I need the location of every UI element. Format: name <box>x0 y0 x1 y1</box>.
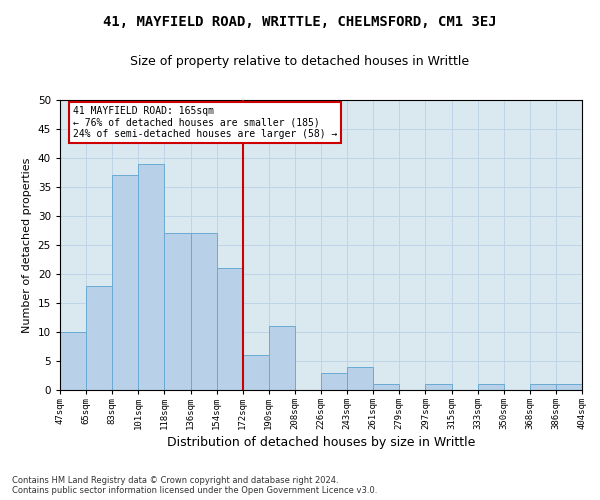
X-axis label: Distribution of detached houses by size in Writtle: Distribution of detached houses by size … <box>167 436 475 449</box>
Bar <box>60 332 86 390</box>
Bar <box>112 176 139 390</box>
Text: Contains HM Land Registry data © Crown copyright and database right 2024.
Contai: Contains HM Land Registry data © Crown c… <box>12 476 377 495</box>
Bar <box>478 384 504 390</box>
Bar <box>556 384 582 390</box>
Text: 41 MAYFIELD ROAD: 165sqm
← 76% of detached houses are smaller (185)
24% of semi-: 41 MAYFIELD ROAD: 165sqm ← 76% of detach… <box>73 106 337 139</box>
Bar <box>139 164 164 390</box>
Bar <box>191 234 217 390</box>
Text: 41, MAYFIELD ROAD, WRITTLE, CHELMSFORD, CM1 3EJ: 41, MAYFIELD ROAD, WRITTLE, CHELMSFORD, … <box>103 15 497 29</box>
Bar <box>530 384 556 390</box>
Bar <box>347 367 373 390</box>
Bar <box>373 384 400 390</box>
Bar <box>425 384 452 390</box>
Bar <box>217 268 243 390</box>
Y-axis label: Number of detached properties: Number of detached properties <box>22 158 32 332</box>
Bar <box>321 372 347 390</box>
Bar <box>243 355 269 390</box>
Bar <box>269 326 295 390</box>
Bar <box>86 286 112 390</box>
Bar <box>164 234 191 390</box>
Text: Size of property relative to detached houses in Writtle: Size of property relative to detached ho… <box>130 55 470 68</box>
